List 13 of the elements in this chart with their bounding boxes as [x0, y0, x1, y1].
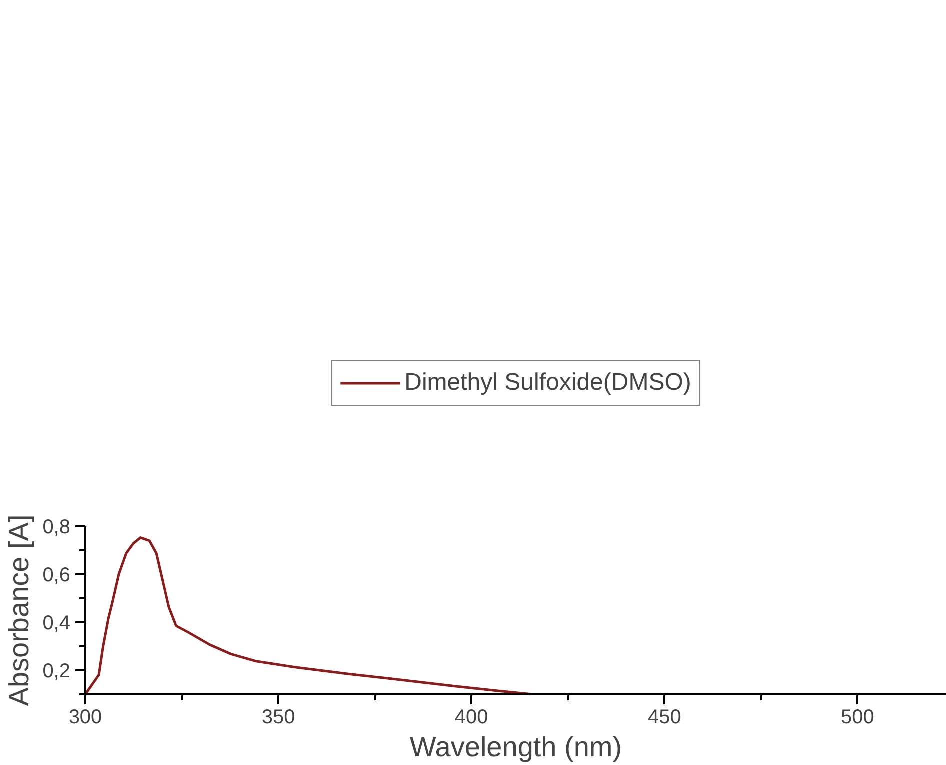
x-tick-label: 300 — [68, 706, 102, 728]
y-tick-label: 0,8 — [42, 516, 71, 538]
x-tick-label: 500 — [841, 706, 874, 728]
y-axis-title: Absorbance [A] — [4, 514, 35, 706]
x-tick-label: 400 — [454, 706, 488, 728]
legend-label: Dimethyl Sulfoxide(DMSO) — [404, 369, 692, 397]
x-axis-title: Wavelength (nm) — [410, 732, 622, 762]
x-tick-label: 350 — [262, 706, 296, 728]
y-tick-label: 0,4 — [42, 612, 71, 634]
y-tick-label: 0,2 — [42, 660, 71, 682]
line-series — [86, 536, 532, 694]
y-tick-label: 0,6 — [42, 564, 71, 586]
x-tick-label: 450 — [648, 706, 682, 728]
